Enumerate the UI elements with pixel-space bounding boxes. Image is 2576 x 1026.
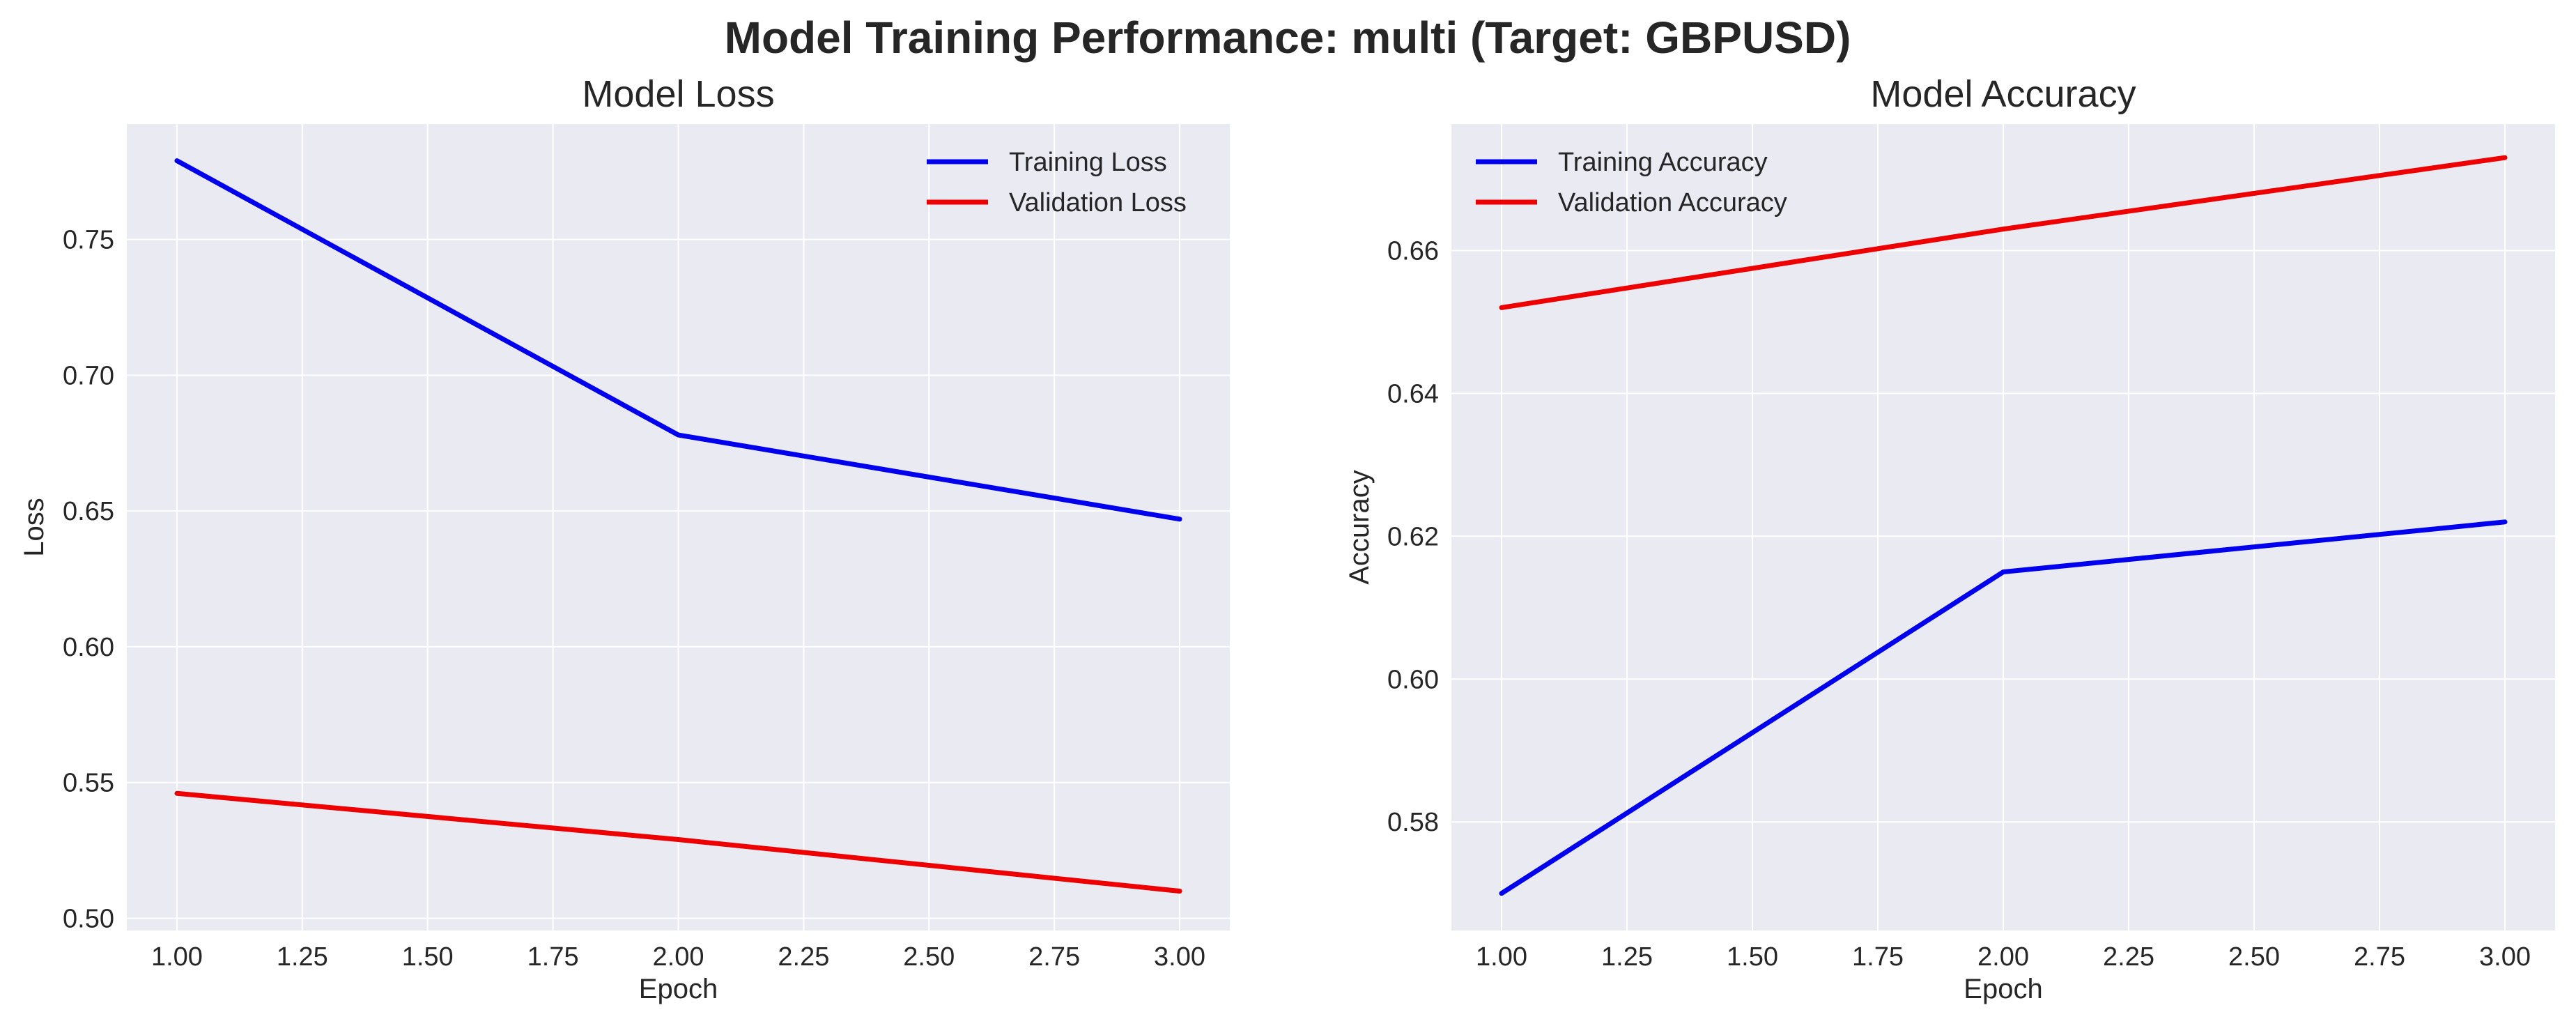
loss-chart: 1.00 1.25 1.50 1.75 2.00 2.25 2.50 2.75 3.00 0.50… (19, 73, 1230, 1004)
x-tick-label: 1.25 (1601, 942, 1653, 972)
x-tick-label: 2.25 (778, 942, 829, 972)
y-axis-label: Loss (19, 498, 49, 557)
y-tick-label: 0.60 (63, 633, 114, 662)
y-tick-label: 0.75 (63, 226, 114, 255)
x-tick-label: 2.50 (903, 942, 955, 972)
legend-label: Validation Loss (1009, 188, 1187, 217)
x-tick-label: 1.00 (151, 942, 203, 972)
x-tick-label: 1.25 (277, 942, 328, 972)
series-line-training-loss (174, 158, 1182, 522)
x-axis-label: Epoch (1964, 974, 2042, 1004)
y-tick-label: 0.65 (63, 497, 114, 526)
y-tick-label: 0.70 (63, 361, 114, 390)
y-tick-label: 0.60 (1387, 665, 1439, 694)
x-tick-label: 2.50 (2228, 942, 2280, 972)
x-tick-label: 3.00 (1154, 942, 1205, 972)
y-tick-label: 0.50 (63, 904, 114, 933)
series-line-validation-loss (174, 790, 1182, 894)
legend-label: Training Accuracy (1558, 148, 1768, 177)
x-tick-label: 1.50 (402, 942, 454, 972)
x-tick-label: 2.00 (653, 942, 704, 972)
chart-title: Model Accuracy (1870, 73, 2136, 115)
figure-title: Model Training Performance: multi (Targe… (725, 13, 1851, 63)
legend-label: Validation Accuracy (1558, 188, 1787, 217)
y-tick-label: 0.66 (1387, 236, 1439, 266)
x-tick-label: 1.50 (1727, 942, 1778, 972)
x-tick-label: 2.75 (1028, 942, 1080, 972)
legend: Training Loss Validation Loss (927, 148, 1187, 217)
x-tick-label: 1.00 (1476, 942, 1527, 972)
x-tick-label: 2.75 (2354, 942, 2405, 972)
y-tick-label: 0.58 (1387, 808, 1439, 837)
series-line-validation-accuracy (1499, 155, 2508, 310)
x-tick-label: 3.00 (2479, 942, 2531, 972)
legend-label: Training Loss (1009, 148, 1167, 177)
y-tick-label: 0.55 (63, 769, 114, 798)
series-line-training-accuracy (1499, 519, 2508, 896)
x-tick-label: 2.00 (1977, 942, 2029, 972)
x-tick-label: 2.25 (2103, 942, 2154, 972)
x-axis-label: Epoch (639, 974, 718, 1004)
y-axis-label: Accuracy (1344, 470, 1375, 585)
chart-title: Model Loss (582, 73, 774, 115)
y-tick-label: 0.64 (1387, 379, 1439, 408)
y-tick-label: 0.62 (1387, 522, 1439, 551)
legend: Training Accuracy Validation Accuracy (1476, 148, 1787, 217)
x-tick-label: 1.75 (527, 942, 579, 972)
x-tick-label: 1.75 (1852, 942, 1904, 972)
accuracy-chart: 1.00 1.25 1.50 1.75 2.00 2.25 2.50 2.75 3.00 0.58… (1344, 73, 2555, 1004)
